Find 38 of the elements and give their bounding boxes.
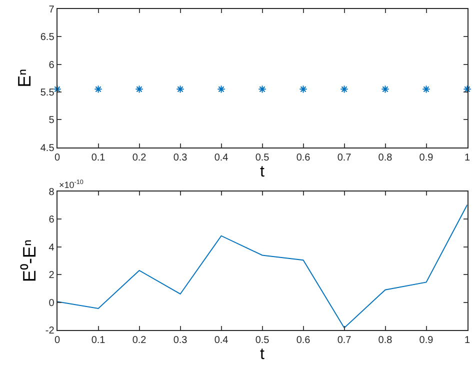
y-axis-title: E⁰-Eⁿ [20,239,40,282]
line-series [57,204,468,328]
x-tick-label: 0.9 [419,152,434,164]
y-tick-label: 4.5 [40,142,55,154]
x-tick-label: 0.1 [91,334,106,346]
y-tick-label: 2 [48,270,55,282]
x-tick-label: 0.2 [132,334,147,346]
y-tick-label: 6 [48,214,55,226]
x-tick-label: 0.4 [214,152,229,164]
x-axis-title: t [260,346,266,363]
x-tick-label: 1 [464,152,470,164]
y-tick-label: 6.5 [40,32,55,44]
x-tick-label: 0.3 [173,334,188,346]
y-tick-label: 6 [48,60,55,71]
text: ×10$^{-10}$ [59,179,84,190]
x-axis-title: t [260,163,266,180]
x-tick-label: 0.6 [296,152,311,164]
x-tick-label: 0.4 [214,334,229,346]
y-tick-label: -2 [45,325,55,336]
x-tick-label: 0.7 [337,334,352,346]
x-tick-label: 0.3 [173,152,188,164]
x-tick-label: 0.5 [255,152,270,164]
x-tick-label: 0.7 [337,152,352,164]
y-tick-label: 8 [48,187,55,198]
y-tick-label: 5.5 [40,87,55,98]
y-tick-label: 4 [48,242,55,254]
x-tick-label: 0.5 [255,334,270,346]
y-tick-label: 0 [48,298,55,309]
x-tick-label: 1 [464,334,470,346]
x-tick-label: 0.8 [378,334,393,346]
y-tick-label: 7 [48,4,55,16]
x-tick-label: 0.6 [296,334,311,346]
x-tick-label: 0.9 [419,334,434,346]
x-tick-label: 0.1 [91,152,106,164]
y-axis-title: Eⁿ [14,68,35,88]
x-tick-label: 0.8 [378,152,393,164]
y-tick-label: 5 [48,115,55,126]
x-tick-label: 0.2 [132,152,147,164]
